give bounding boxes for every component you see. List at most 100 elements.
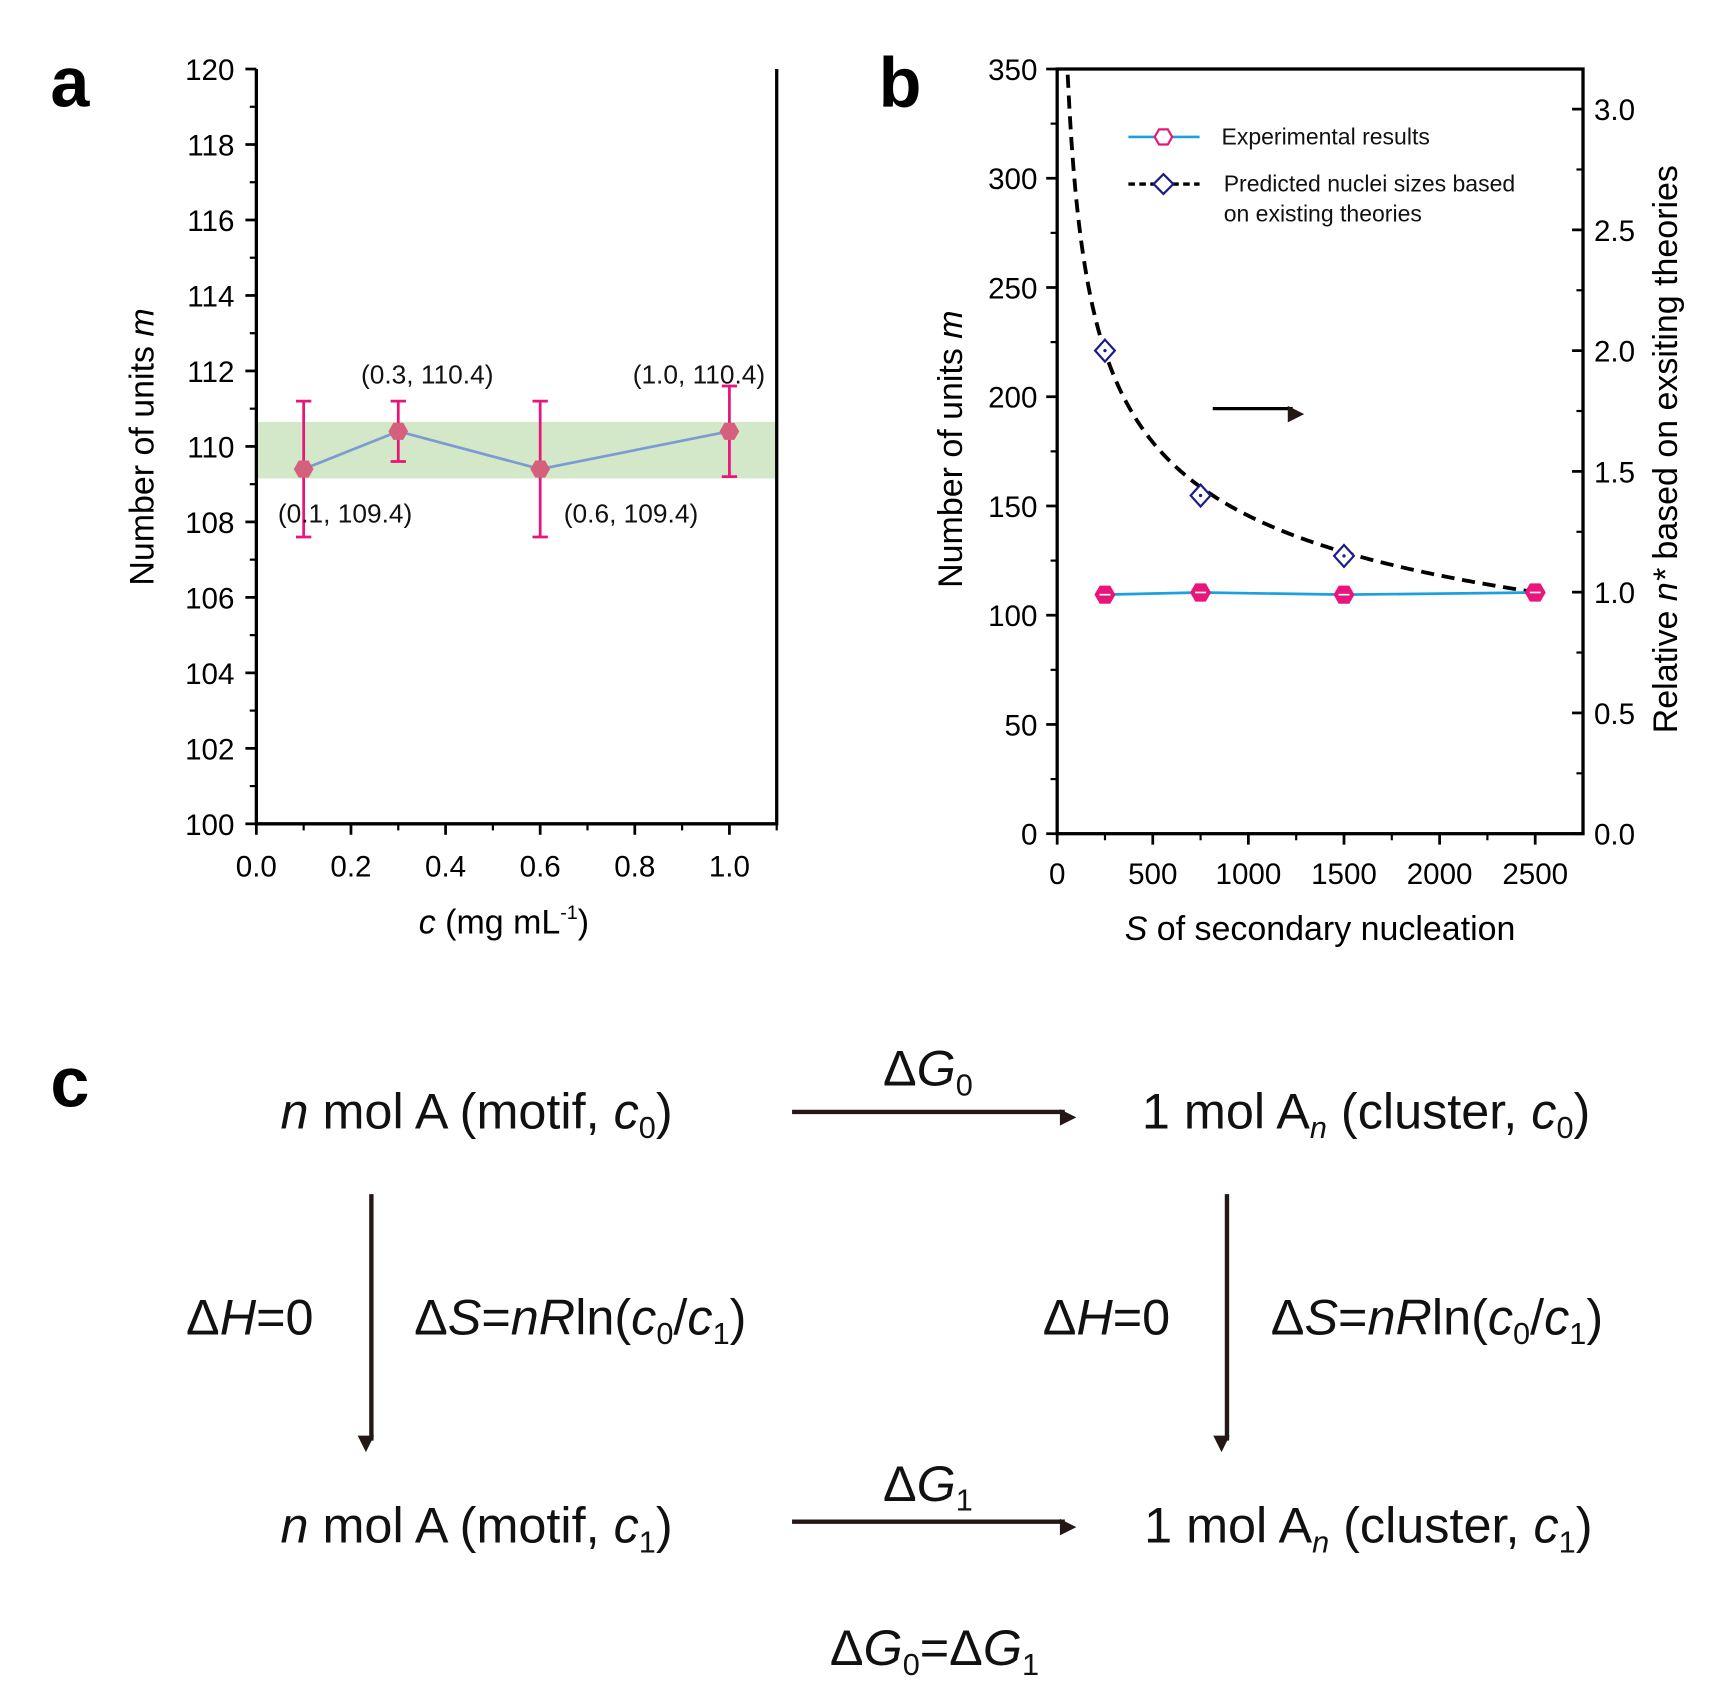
- y-tick-label: 200: [988, 382, 1037, 415]
- subscript: 0: [956, 1069, 973, 1103]
- predicted-point-dot: [1198, 493, 1203, 498]
- equation-part: G: [864, 1619, 903, 1676]
- x-tick-label: 1.0: [709, 850, 750, 883]
- y2-axis-label-text: Relative: [1647, 601, 1685, 733]
- equation-left-dh: ΔH=0: [186, 1288, 313, 1345]
- x-tick-label: 2500: [1502, 858, 1568, 891]
- x-axis-label: S of secondary nucleation: [1125, 910, 1516, 948]
- y-tick-label: 104: [185, 658, 234, 691]
- subscript: 1: [1022, 1648, 1039, 1682]
- y2-axis-label: Relative n* based on exsiting theories: [1647, 165, 1685, 733]
- equation-part: =: [481, 1288, 510, 1345]
- panel-label-a: a: [50, 43, 90, 121]
- x-tick-label: 500: [1128, 858, 1177, 891]
- x-axis-label-sup: -1: [560, 902, 578, 924]
- equation-top-right: 1 mol An (cluster, c0): [1142, 1082, 1590, 1145]
- y-tick-label: 300: [988, 163, 1037, 196]
- x-tick-label: 0.6: [520, 850, 561, 883]
- legend-label-predicted: Predicted nuclei sizes based: [1224, 171, 1516, 197]
- thermodynamic-cycle-diagram: n mol A (motif, c0) 1 mol An (cluster, c0…: [186, 1040, 1603, 1682]
- subscript: 0: [1556, 1111, 1573, 1145]
- subscript: 0: [1513, 1317, 1530, 1351]
- panel-label-c: c: [50, 1043, 89, 1121]
- equation-equality: ΔG0=ΔG1: [830, 1619, 1039, 1682]
- y-tick-label: 114: [187, 280, 234, 313]
- subscript: 0: [656, 1317, 673, 1351]
- equation-part: n: [280, 1082, 308, 1139]
- chart-a: 100 102 104 106 108 110 112 114 116 118 120 0.0 0.2 0…: [123, 54, 779, 941]
- subscript: 0: [639, 1111, 656, 1145]
- equation-part: c: [614, 1082, 639, 1139]
- equation-part: c: [1544, 1288, 1569, 1345]
- y-tick-label: 118: [187, 129, 234, 162]
- equation-part: ln(: [1432, 1288, 1488, 1345]
- equation-part: Δ: [883, 1040, 917, 1097]
- subscript: 1: [1569, 1317, 1586, 1351]
- data-label: (1.0, 110.4): [633, 359, 765, 389]
- x-axis-label-text: of secondary nucleation: [1147, 910, 1515, 948]
- equation-part: c: [1533, 1496, 1558, 1553]
- equation-part: 1 mol A: [1144, 1496, 1312, 1553]
- x-tick-label: 0.0: [236, 850, 277, 883]
- y2-tick-label: 0.5: [1594, 698, 1635, 731]
- y-tick-label: 108: [185, 507, 234, 540]
- x-tick-label: 1500: [1311, 858, 1377, 891]
- equation-part: nR: [1367, 1288, 1431, 1345]
- equation-part: G: [983, 1619, 1022, 1676]
- y-axis-label-text: Number of units: [932, 339, 970, 588]
- y-axis-label: Number of units m: [123, 308, 161, 585]
- equation-part: (cluster,: [1329, 1496, 1533, 1553]
- equation-part: Δ: [414, 1288, 448, 1345]
- y2-tick-label: 2.5: [1594, 215, 1635, 248]
- legend-label-predicted-line2: on existing theories: [1224, 200, 1422, 226]
- x-axis-label-unit: (mg mL: [436, 903, 561, 941]
- equation-top-left: n mol A (motif, c0): [280, 1082, 672, 1145]
- equation-part: =: [1338, 1288, 1367, 1345]
- data-point: [530, 460, 551, 478]
- x-tick-label: 0.4: [425, 850, 466, 883]
- equation-part: G: [917, 1040, 956, 1097]
- equation-right-ds: ΔS=nRln(c0/c1): [1271, 1288, 1603, 1351]
- equation-part: c: [1488, 1288, 1513, 1345]
- y-tick-label: 110: [187, 431, 234, 464]
- equation-left-ds: ΔS=nRln(c0/c1): [414, 1288, 746, 1351]
- y-tick-label: 106: [185, 582, 234, 615]
- legend-marker-experimental: [1153, 128, 1174, 146]
- equation-part: n: [280, 1496, 308, 1553]
- equation-bottom-arrow: ΔG1: [883, 1455, 973, 1518]
- y-tick-label: 120: [185, 54, 234, 87]
- x-axis-label-var: c: [419, 903, 436, 941]
- equation-part: 1 mol A: [1142, 1082, 1310, 1139]
- y-axis-label-text: Number of units: [123, 337, 161, 586]
- equation-part: Δ: [186, 1288, 220, 1345]
- equation-bottom-right: 1 mol An (cluster, c1): [1144, 1496, 1592, 1559]
- y2-tick-label: 1.5: [1594, 456, 1635, 489]
- x-axis-label-close: ): [578, 903, 589, 941]
- y2-tick-label: 0.0: [1594, 819, 1635, 852]
- equation-part: =0: [1113, 1288, 1170, 1345]
- subscript: n: [1310, 1111, 1327, 1145]
- y-tick-label: 50: [1005, 709, 1038, 742]
- y-tick-label: 250: [988, 272, 1037, 305]
- equation-part: Δ: [883, 1455, 917, 1512]
- equation-part: nR: [511, 1288, 575, 1345]
- y2-axis-label-var: n*: [1647, 567, 1685, 601]
- y-tick-label: 0: [1021, 819, 1037, 852]
- subscript: n: [1312, 1525, 1329, 1559]
- y-tick-label: 150: [988, 491, 1037, 524]
- x-tick-label: 1000: [1216, 858, 1282, 891]
- equation-part: ): [730, 1288, 747, 1345]
- subscript: 1: [956, 1484, 973, 1518]
- data-point: [293, 460, 314, 478]
- data-point: [388, 422, 409, 440]
- y-tick-label: 116: [187, 205, 234, 238]
- equation-part: Δ: [830, 1619, 864, 1676]
- subscript: 1: [713, 1317, 730, 1351]
- subscript: 1: [1559, 1525, 1576, 1559]
- x-tick-label: 2000: [1407, 858, 1473, 891]
- equation-part: ): [656, 1082, 673, 1139]
- equation-part: S: [1304, 1288, 1338, 1345]
- predicted-point-dot: [1342, 554, 1346, 558]
- y-tick-label: 102: [185, 733, 234, 766]
